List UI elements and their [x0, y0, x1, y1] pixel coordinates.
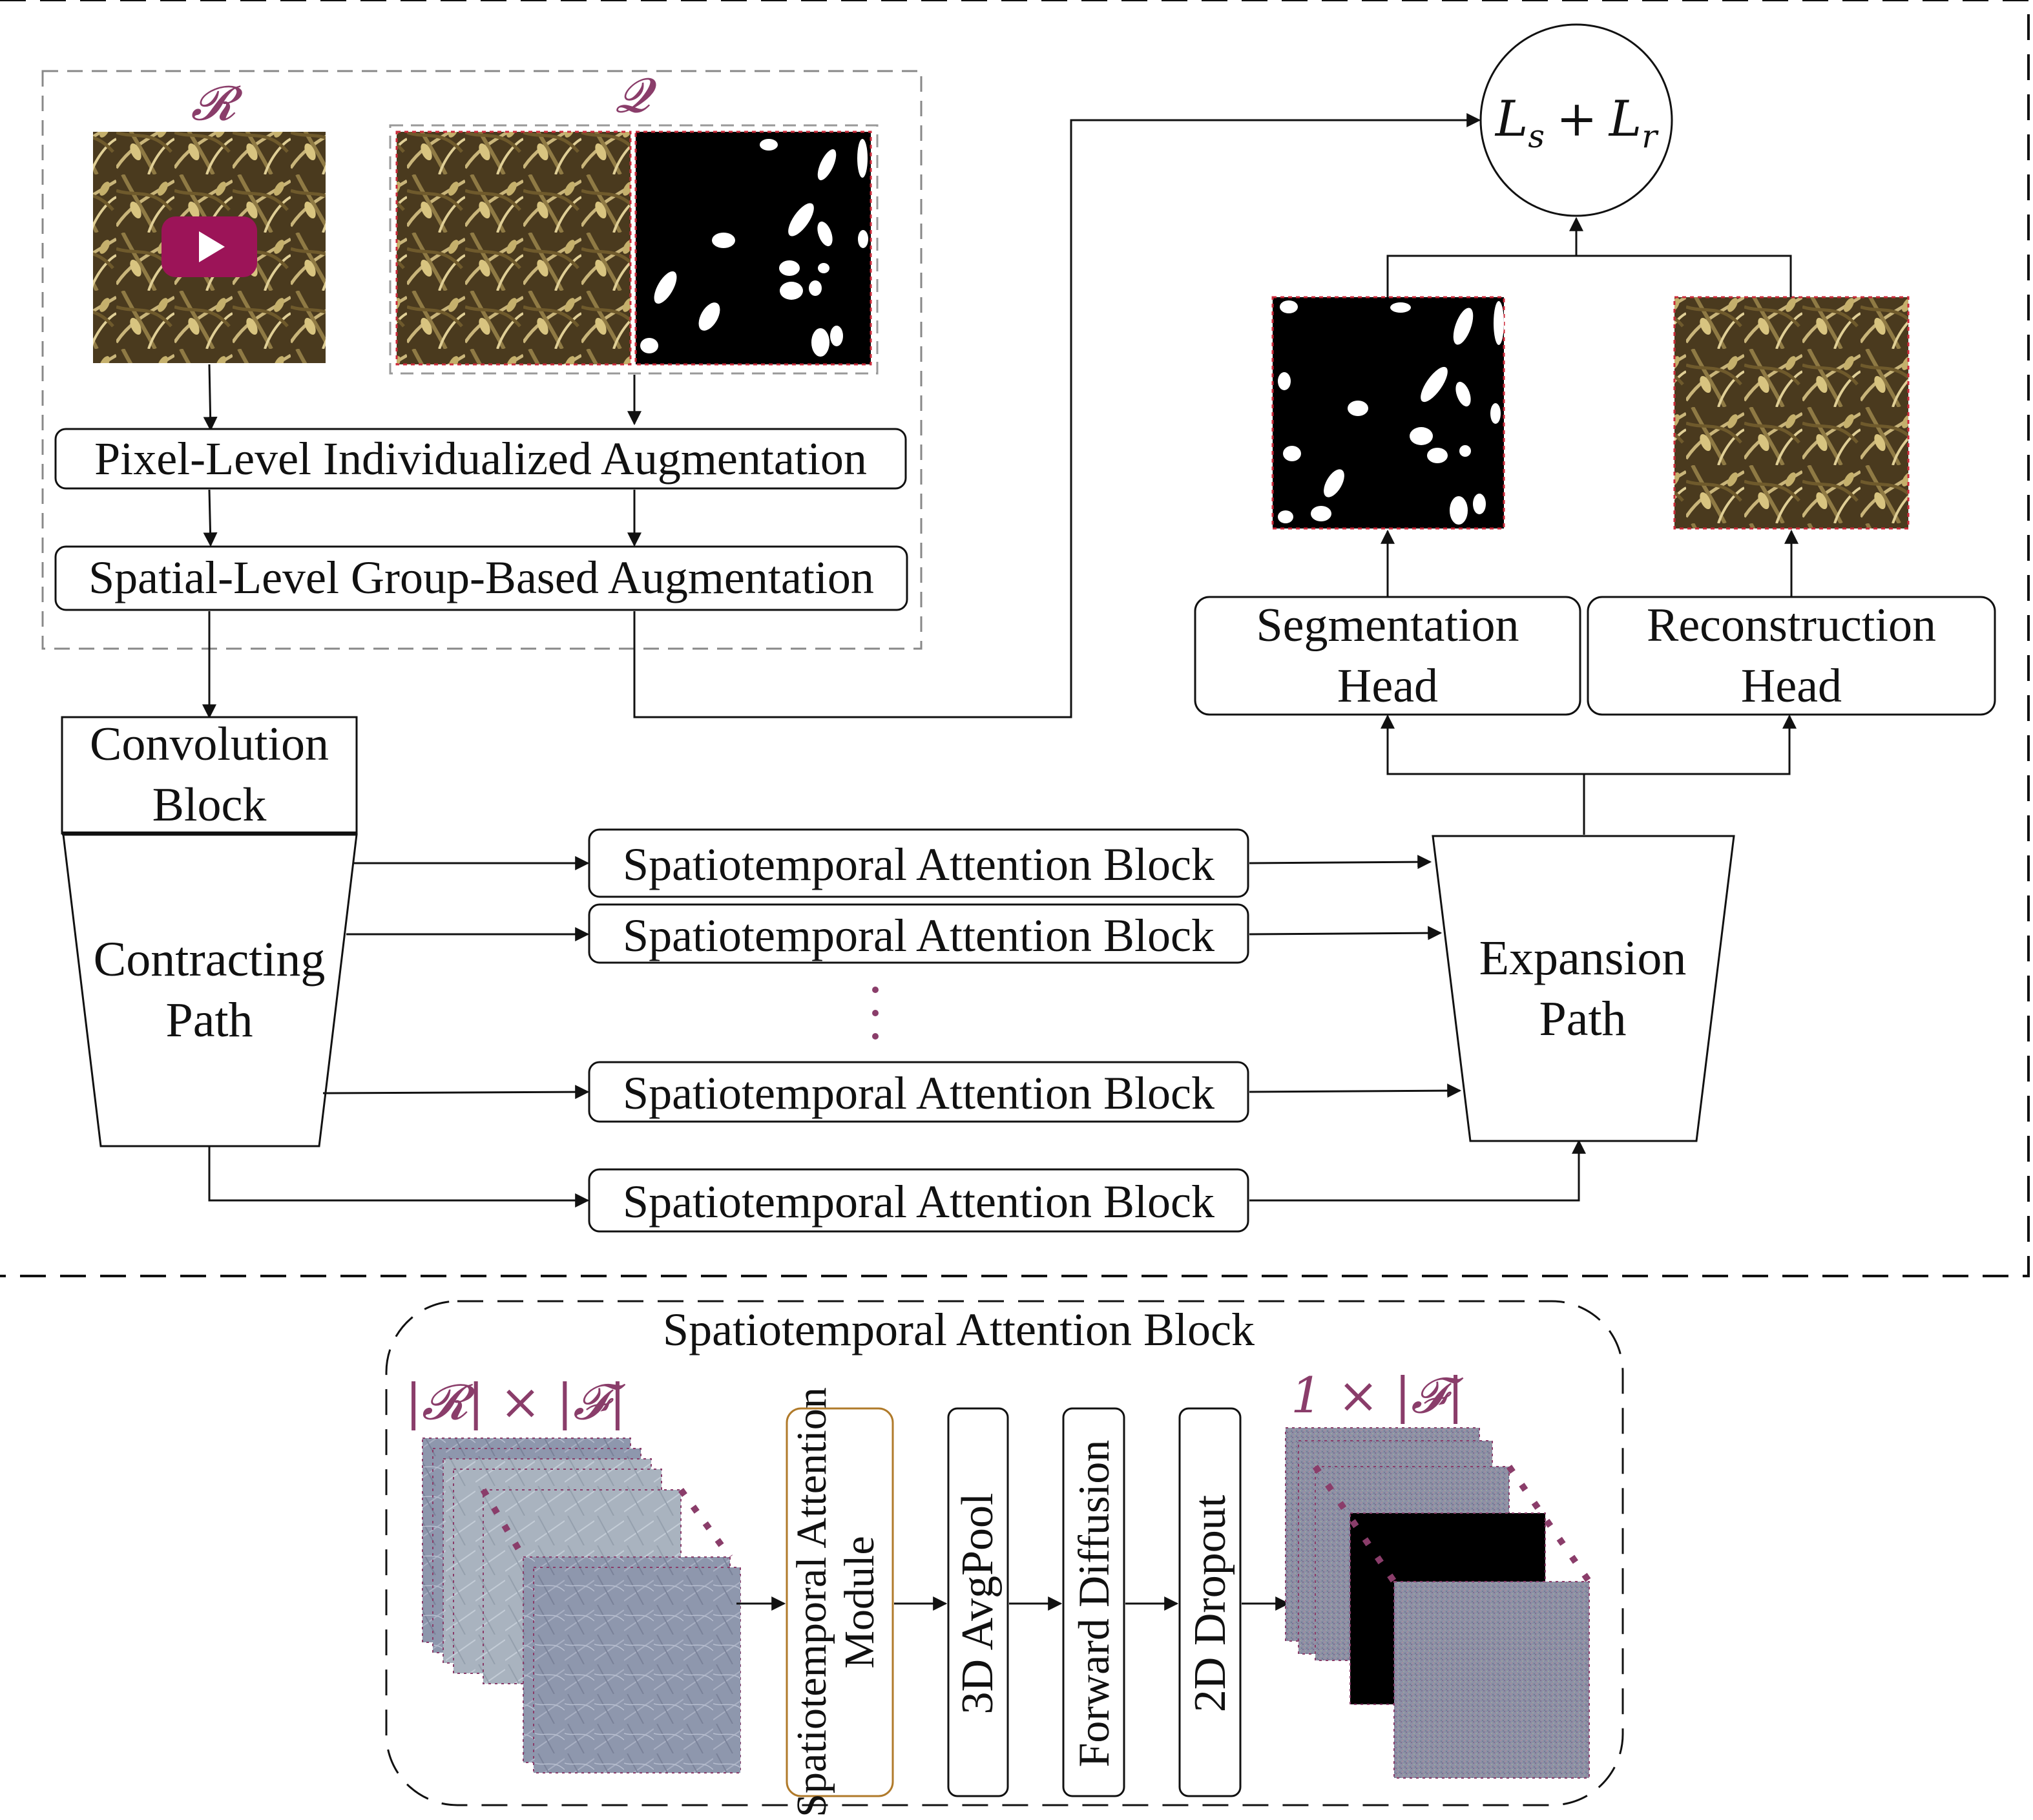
dropout-label: 2D Dropout: [1185, 1494, 1235, 1712]
r-label: 𝓡: [191, 76, 243, 131]
query-image: [395, 131, 632, 366]
avgpool-label: 3D AvgPool: [953, 1493, 1003, 1715]
arrow-skip-4-out: [1249, 1139, 1586, 1202]
convolution-block: Convolution Block: [61, 716, 358, 835]
arrow-expansion-to-heads: [1381, 714, 1585, 835]
segmentation-head-label-2: Head: [1337, 660, 1438, 713]
loss-plus: +: [1556, 90, 1598, 147]
contracting-path-label-2: Path: [165, 993, 253, 1047]
predicted-mask: [1271, 296, 1505, 530]
input-dim-label: |𝓡| × |𝓕|: [405, 1373, 626, 1430]
reconstruction-head-label-2: Head: [1741, 660, 1842, 713]
avgpool-box: 3D AvgPool: [947, 1407, 1009, 1797]
arrow-pixel-to-spatial-left: [203, 489, 218, 547]
arrow-skip-1-out: [1249, 855, 1432, 870]
contracting-path: Contracting Path: [62, 833, 358, 1147]
query-mask: [634, 131, 872, 366]
detail-panel: [385, 1300, 1624, 1806]
skip-block-3-label: Spatiotemporal Attention Block: [623, 1067, 1215, 1119]
attention-module-label-line-2: Module: [836, 1536, 883, 1668]
reconstruction-head-label-1: Reconstruction: [1647, 599, 1936, 652]
contracting-path-label-1: Contracting: [94, 932, 326, 987]
ellipsis-dots: [872, 987, 879, 1040]
dropout-box: 2D Dropout: [1178, 1407, 1242, 1797]
play-icon: [162, 216, 257, 277]
pixel-level-augmentation-box: Pixel-Level Individualized Augmentation: [54, 428, 907, 490]
arrow-expansion-to-reconstruction: [1584, 714, 1797, 775]
arrow-skip-2-out: [1249, 926, 1443, 941]
reconstructed-image: [1673, 296, 1910, 530]
convolution-block-label-1: Convolution: [90, 718, 329, 771]
attention-module-label-line-1: Spatiotemporal Attention: [788, 1387, 835, 1817]
detail-title: Spatiotemporal Attention Block: [663, 1304, 1255, 1355]
reconstruction-head: Reconstruction Head: [1587, 596, 1996, 716]
skip-block-1-label: Spatiotemporal Attention Block: [623, 839, 1215, 890]
pixel-level-augmentation-label: Pixel-Level Individualized Augmentation: [94, 433, 867, 485]
output-dim-label: 1 × |𝓕|: [1291, 1366, 1464, 1424]
skip-block-3: Spatiotemporal Attention Block: [588, 1061, 1249, 1123]
spatial-level-augmentation-box: Spatial-Level Group-Based Augmentation: [54, 545, 908, 611]
loss-formula: Ls + Lr: [1494, 90, 1659, 155]
arrow-outputs-to-loss: [1386, 255, 1792, 297]
output-feature-stack: [1285, 1427, 1592, 1779]
skip-block-2-label: Spatiotemporal Attention Block: [623, 910, 1215, 961]
skip-block-2: Spatiotemporal Attention Block: [588, 903, 1249, 964]
arrow-skip-3-in: [322, 1085, 590, 1100]
query-pair-frame: [389, 124, 879, 375]
loss-l2: L: [1608, 90, 1642, 147]
expansion-path-label-1: Expansion: [1479, 931, 1687, 985]
spatial-level-augmentation-label: Spatial-Level Group-Based Augmentation: [89, 552, 874, 603]
arrow-r-to-pixel: [203, 364, 218, 432]
forward-diffusion-box: Forward Diffusion: [1062, 1407, 1125, 1797]
skip-block-1: Spatiotemporal Attention Block: [588, 828, 1249, 898]
loss-l1: L: [1494, 90, 1528, 147]
attention-module-label: Spatiotemporal AttentionModule: [788, 1387, 883, 1817]
arrow-skip-4-in: [208, 1146, 590, 1208]
input-feature-stack: [422, 1438, 741, 1773]
loss-sub-s: s: [1528, 118, 1545, 155]
arrow-target-to-loss: [633, 113, 1481, 718]
forward-diffusion-label: Forward Diffusion: [1069, 1440, 1118, 1768]
arrow-skip-3-out: [1249, 1083, 1462, 1098]
skip-block-4-label: Spatiotemporal Attention Block: [623, 1176, 1215, 1228]
loss-node: Ls + Lr: [1479, 23, 1673, 217]
expansion-path-label-2: Path: [1539, 992, 1626, 1046]
segmentation-head-label-1: Segmentation: [1256, 599, 1519, 652]
loss-sub-r: r: [1642, 118, 1659, 155]
outer-frame: [0, 0, 2030, 1277]
expansion-path: Expansion Path: [1432, 835, 1735, 1142]
segmentation-head: Segmentation Head: [1194, 596, 1581, 716]
q-label: 𝓠: [616, 68, 657, 123]
attention-module-box: Spatiotemporal AttentionModule: [786, 1387, 894, 1817]
skip-block-4: Spatiotemporal Attention Block: [588, 1168, 1249, 1233]
convolution-block-label-2: Block: [152, 779, 267, 832]
reference-video-frame: [93, 132, 326, 363]
augmentation-group: [41, 70, 923, 650]
